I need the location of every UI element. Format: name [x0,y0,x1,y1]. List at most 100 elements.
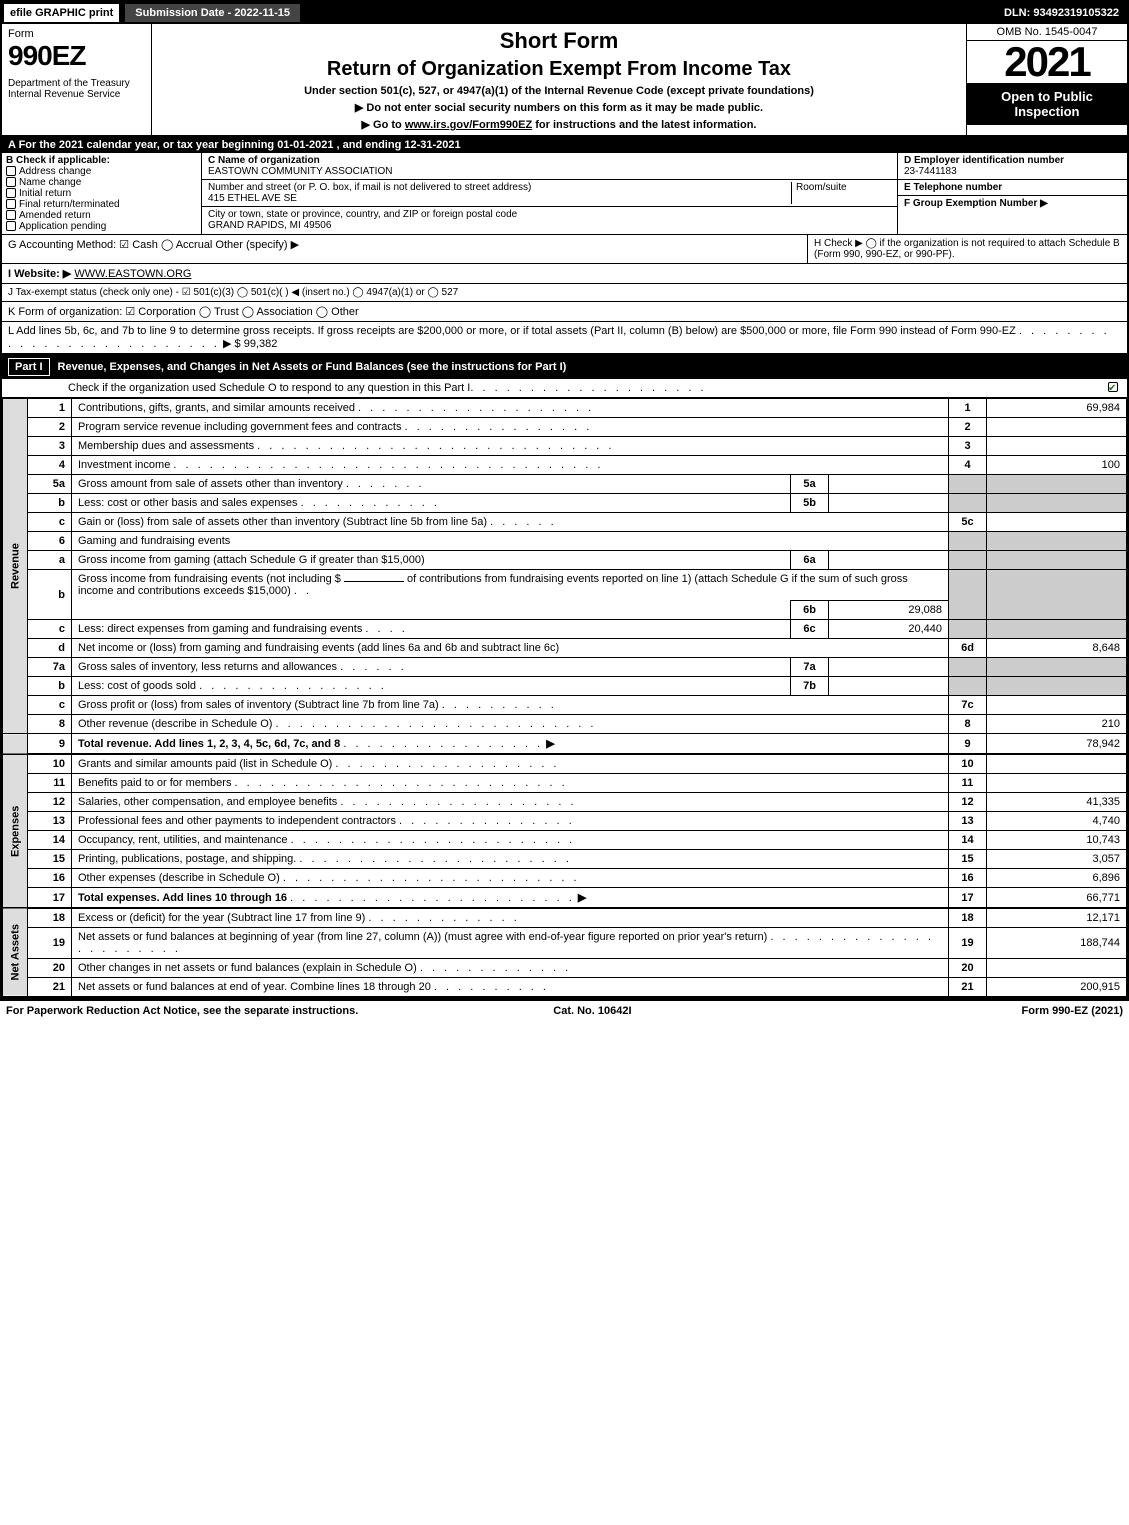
footer: For Paperwork Reduction Act Notice, see … [0,999,1129,1021]
ln7a-text: Gross sales of inventory, less returns a… [78,661,337,673]
ln7a-shade [987,658,1127,677]
ln5a-in: 5a [791,475,829,494]
ln10-text: Grants and similar amounts paid (list in… [78,758,332,770]
ln6b-in: 6b [791,601,829,620]
ln4-num: 4 [28,456,72,475]
goto-pre: ▶ Go to [362,119,405,131]
ln14-d: . . . . . . . . . . . . . . . . . . . . … [291,834,576,846]
ln9-arrow: ▶ [546,738,554,750]
footer-right: Form 990-EZ (2021) [1022,1005,1123,1017]
ln14-num: 14 [28,831,72,850]
ln20-no: 20 [949,959,987,978]
line-i: I Website: ▶ WWW.EASTOWN.ORG [2,264,1127,284]
ln8-val: 210 [987,715,1127,734]
section-def: D Employer identification number 23-7441… [897,153,1127,234]
revenue-label: Revenue [3,399,28,734]
part1-checkbox[interactable] [1108,382,1118,392]
i-label: I Website: ▶ [8,268,71,280]
line-10: Expenses 10 Grants and similar amounts p… [3,754,1127,774]
ln2-num: 2 [28,418,72,437]
ln5a-noshade [949,475,987,494]
ln10-num: 10 [28,754,72,774]
ln1-no: 1 [949,399,987,418]
ln5c-no: 5c [949,513,987,532]
ln15-val: 3,057 [987,850,1127,869]
ln18-t: Excess or (deficit) for the year (Subtra… [78,912,365,924]
org-name: EASTOWN COMMUNITY ASSOCIATION [208,166,392,177]
under-section: Under section 501(c), 527, or 4947(a)(1)… [160,85,958,97]
ln13-d: . . . . . . . . . . . . . . . [399,815,575,827]
line-4: 4 Investment income . . . . . . . . . . … [3,456,1127,475]
check-address[interactable]: Address change [6,166,197,177]
ln6c-iv: 20,440 [829,620,949,639]
opt-final: Final return/terminated [19,199,120,210]
ln11-num: 11 [28,774,72,793]
check-name[interactable]: Name change [6,177,197,188]
ln7a-noshade [949,658,987,677]
street-addr: 415 ETHEL AVE SE [208,193,297,204]
line-6a: a Gross income from gaming (attach Sched… [3,551,1127,570]
line-8: 8 Other revenue (describe in Schedule O)… [3,715,1127,734]
line-2: 2 Program service revenue including gove… [3,418,1127,437]
line-1: Revenue 1 Contributions, gifts, grants, … [3,399,1127,418]
ln15-num: 15 [28,850,72,869]
ln3-num: 3 [28,437,72,456]
ln13-val: 4,740 [987,812,1127,831]
form-label: Form [8,28,145,40]
ln6a-shade [987,551,1127,570]
opt-pending: Application pending [19,221,106,232]
ln9-d: . . . . . . . . . . . . . . . . . [343,738,543,750]
ln12-no: 12 [949,793,987,812]
check-initial[interactable]: Initial return [6,188,197,199]
ln20-val [987,959,1127,978]
line-h: H Check ▶ ◯ if the organization is not r… [807,235,1127,263]
d-label: D Employer identification number [904,155,1064,166]
ln18-num: 18 [28,908,72,928]
ln6d-text: Net income or (loss) from gaming and fun… [78,642,559,654]
submission-date: Submission Date - 2022-11-15 [123,2,302,24]
ln6d-val: 8,648 [987,639,1127,658]
ln12-t: Salaries, other compensation, and employ… [78,796,337,808]
ln19-t: Net assets or fund balances at beginning… [78,931,767,943]
goto-link[interactable]: www.irs.gov/Form990EZ [405,119,532,131]
line-5c: c Gain or (loss) from sale of assets oth… [3,513,1127,532]
ln6b-blank[interactable] [344,581,404,582]
ln20-num: 20 [28,959,72,978]
check-final[interactable]: Final return/terminated [6,199,197,210]
line-21: 21 Net assets or fund balances at end of… [3,978,1127,997]
check-amended[interactable]: Amended return [6,210,197,221]
line-14: 14 Occupancy, rent, utilities, and maint… [3,831,1127,850]
line-3: 3 Membership dues and assessments . . . … [3,437,1127,456]
website-link[interactable]: WWW.EASTOWN.ORG [74,268,191,280]
l-amount: ▶ $ 99,382 [223,338,277,350]
ln3-text: Membership dues and assessments [78,440,254,452]
ln9-num: 9 [28,734,72,755]
rev-spacer [3,734,28,755]
efile-print-label[interactable]: efile GRAPHIC print [2,2,121,24]
part-1-num: Part I [8,358,50,376]
line-15: 15 Printing, publications, postage, and … [3,850,1127,869]
ln5b-text: Less: cost or other basis and sales expe… [78,497,298,509]
ln17-no: 17 [949,888,987,909]
ln5b-d: . . . . . . . . . . . . [301,497,440,509]
ln14-val: 10,743 [987,831,1127,850]
ln2-val [987,418,1127,437]
line-11: 11 Benefits paid to or for members . . .… [3,774,1127,793]
ln7c-val [987,696,1127,715]
section-b-block: B Check if applicable: Address change Na… [2,153,1127,235]
ln4-val: 100 [987,456,1127,475]
ln6c-in: 6c [791,620,829,639]
ln2-text: Program service revenue including govern… [78,421,401,433]
ln13-num: 13 [28,812,72,831]
part-1-table: Revenue 1 Contributions, gifts, grants, … [2,398,1127,997]
ln5c-d: . . . . . . [490,516,557,528]
ln7b-d: . . . . . . . . . . . . . . . . [199,680,387,692]
ln5c-text: Gain or (loss) from sale of assets other… [78,516,487,528]
city-label: City or town, state or province, country… [208,209,517,220]
ln7a-in: 7a [791,658,829,677]
ln6-shade [987,532,1127,551]
part-1-check: Check if the organization used Schedule … [2,379,1127,398]
line-6b-1: b Gross income from fundraising events (… [3,570,1127,601]
ln10-val [987,754,1127,774]
check-pending[interactable]: Application pending [6,221,197,232]
